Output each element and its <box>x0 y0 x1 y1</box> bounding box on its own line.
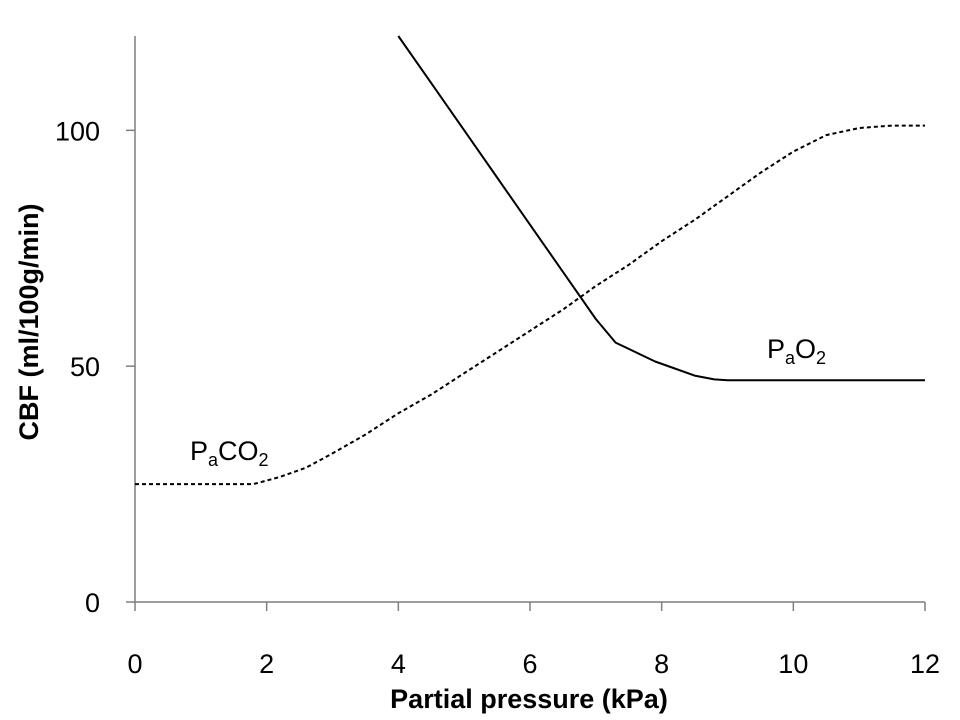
y-tick-label: 100 <box>55 116 100 146</box>
x-tick-label: 8 <box>654 649 669 679</box>
x-tick-label: 4 <box>391 649 406 679</box>
y-tick-label: 0 <box>85 588 100 618</box>
y-axis-title: CBF (ml/100g/min) <box>14 203 44 440</box>
x-tick-label: 10 <box>778 649 808 679</box>
x-tick-label: 12 <box>910 649 940 679</box>
chart-labels-layer: PaCO2 PaO2 <box>190 334 826 470</box>
series-line-pao2 <box>397 35 925 382</box>
series-label-pao2: PaO2 <box>767 334 826 368</box>
chart-axes: 0 2 4 6 8 10 12 0 50 100 <box>55 36 940 679</box>
series-line-paco2 <box>135 124 925 486</box>
x-axis-title: Partial pressure (kPa) <box>390 684 668 714</box>
y-tick-label: 50 <box>70 352 100 382</box>
x-tick-label: 0 <box>127 649 142 679</box>
x-tick-label: 2 <box>259 649 274 679</box>
chart-series-layer <box>135 35 925 486</box>
x-tick-label: 6 <box>522 649 537 679</box>
series-label-paco2: PaCO2 <box>190 436 269 470</box>
